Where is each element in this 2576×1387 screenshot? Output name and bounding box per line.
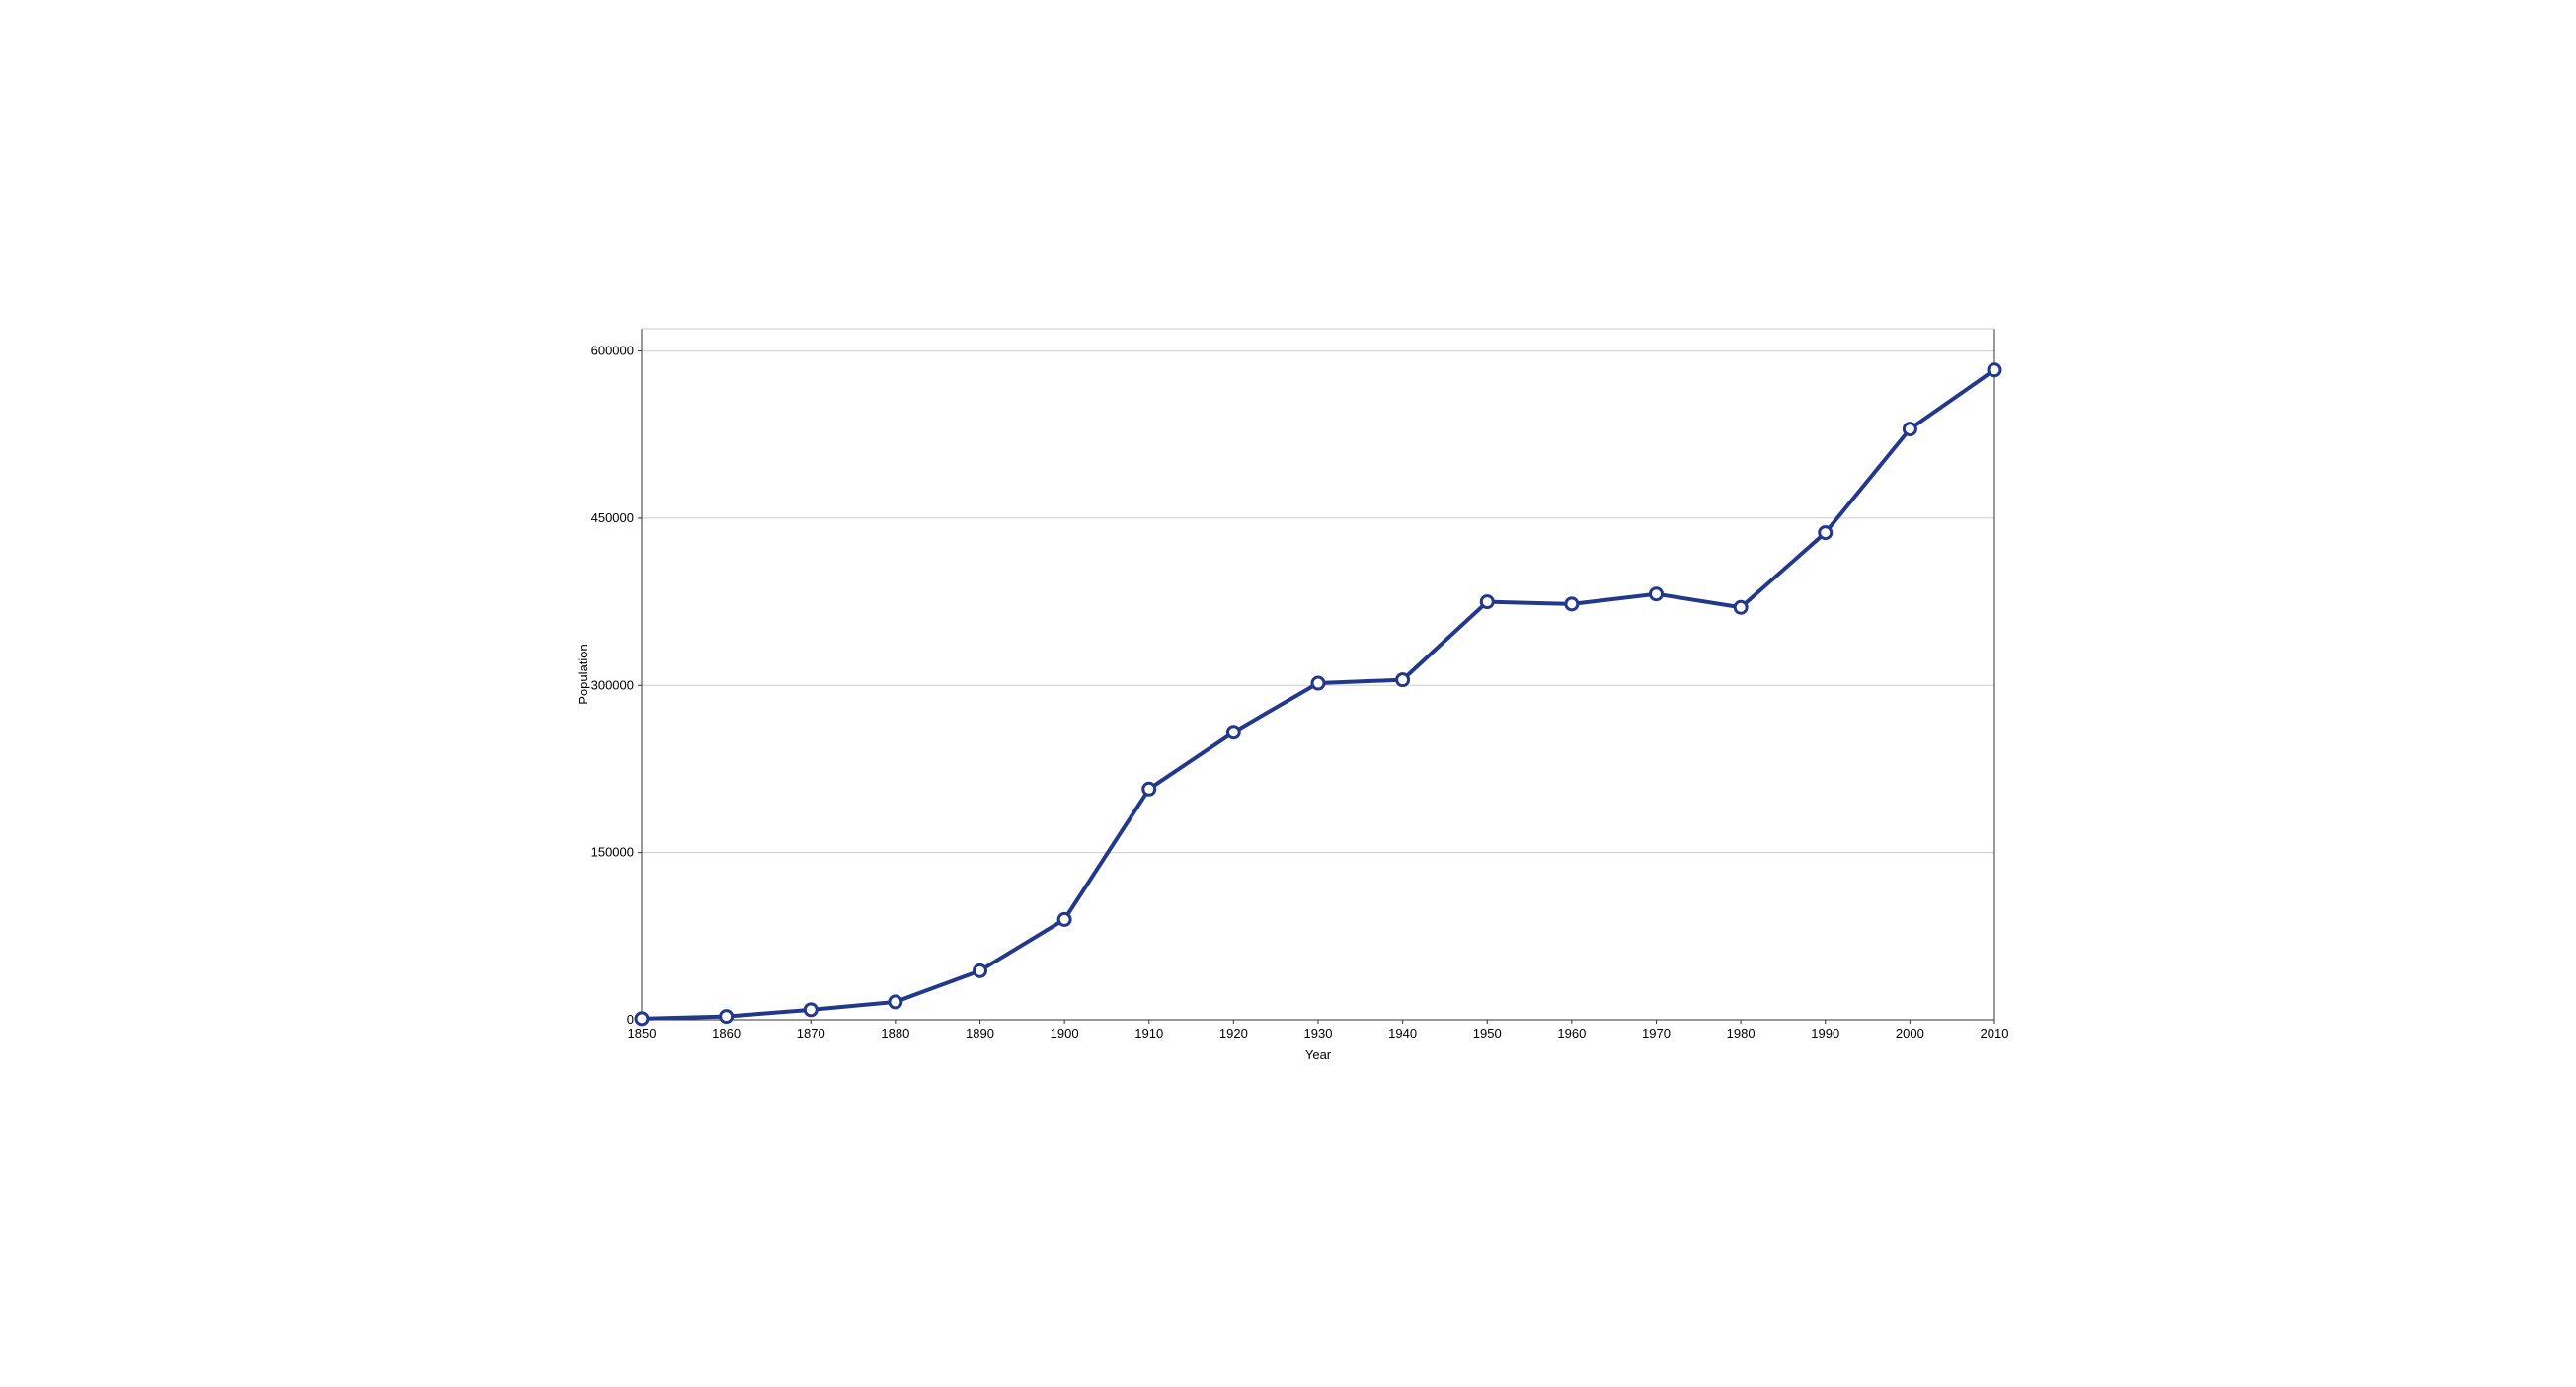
data-point — [1481, 595, 1493, 607]
x-tick-label: 1980 — [1726, 1026, 1755, 1040]
y-tick-label: 0 — [626, 1012, 633, 1027]
data-point — [1227, 726, 1239, 737]
y-tick-label: 450000 — [590, 509, 633, 524]
x-tick-label: 1910 — [1134, 1026, 1163, 1040]
x-tick-label: 1880 — [881, 1026, 909, 1040]
x-tick-label: 2000 — [1895, 1026, 1923, 1040]
data-point — [974, 964, 985, 976]
y-axis-label: Population — [576, 644, 590, 704]
data-point — [1396, 673, 1408, 685]
x-tick-label: 1970 — [1642, 1026, 1671, 1040]
y-tick-label: 600000 — [590, 343, 633, 357]
data-point — [1058, 913, 1070, 925]
data-line — [642, 369, 1994, 1018]
population-line-chart: 0 150000 300000 450000 600000 1850 1860 1870 188… — [568, 309, 2009, 1079]
y-tick-label: 300000 — [590, 677, 633, 692]
y-tick-label: 150000 — [590, 844, 633, 859]
x-tick-label: 1900 — [1050, 1026, 1078, 1040]
x-tick-label: 1940 — [1388, 1026, 1417, 1040]
data-point — [1312, 677, 1324, 689]
x-tick-label: 1870 — [796, 1026, 824, 1040]
data-point — [720, 1010, 732, 1022]
x-tick-label: 1930 — [1303, 1026, 1332, 1040]
x-tick-label: 1960 — [1557, 1026, 1586, 1040]
x-tick-label: 1950 — [1472, 1026, 1501, 1040]
data-point — [1989, 363, 2000, 375]
x-tick-label: 1860 — [712, 1026, 741, 1040]
data-point — [1735, 601, 1747, 613]
data-point — [1819, 526, 1831, 538]
data-point — [1904, 423, 1915, 434]
data-point — [1142, 783, 1154, 795]
data-point — [1565, 597, 1577, 609]
x-axis-label: Year — [1304, 1047, 1331, 1062]
chart-svg: 0 150000 300000 450000 600000 1850 1860 1870 188… — [568, 309, 2009, 1079]
x-tick-label: 1890 — [966, 1026, 994, 1040]
data-point — [889, 995, 900, 1007]
x-tick-label: 1990 — [1811, 1026, 1839, 1040]
data-point — [1650, 587, 1662, 599]
x-tick-label: 1920 — [1218, 1026, 1247, 1040]
x-tick-label: 1850 — [627, 1026, 656, 1040]
x-tick-label: 2010 — [1980, 1026, 2008, 1040]
data-point — [636, 1012, 648, 1024]
data-point — [805, 1003, 817, 1015]
